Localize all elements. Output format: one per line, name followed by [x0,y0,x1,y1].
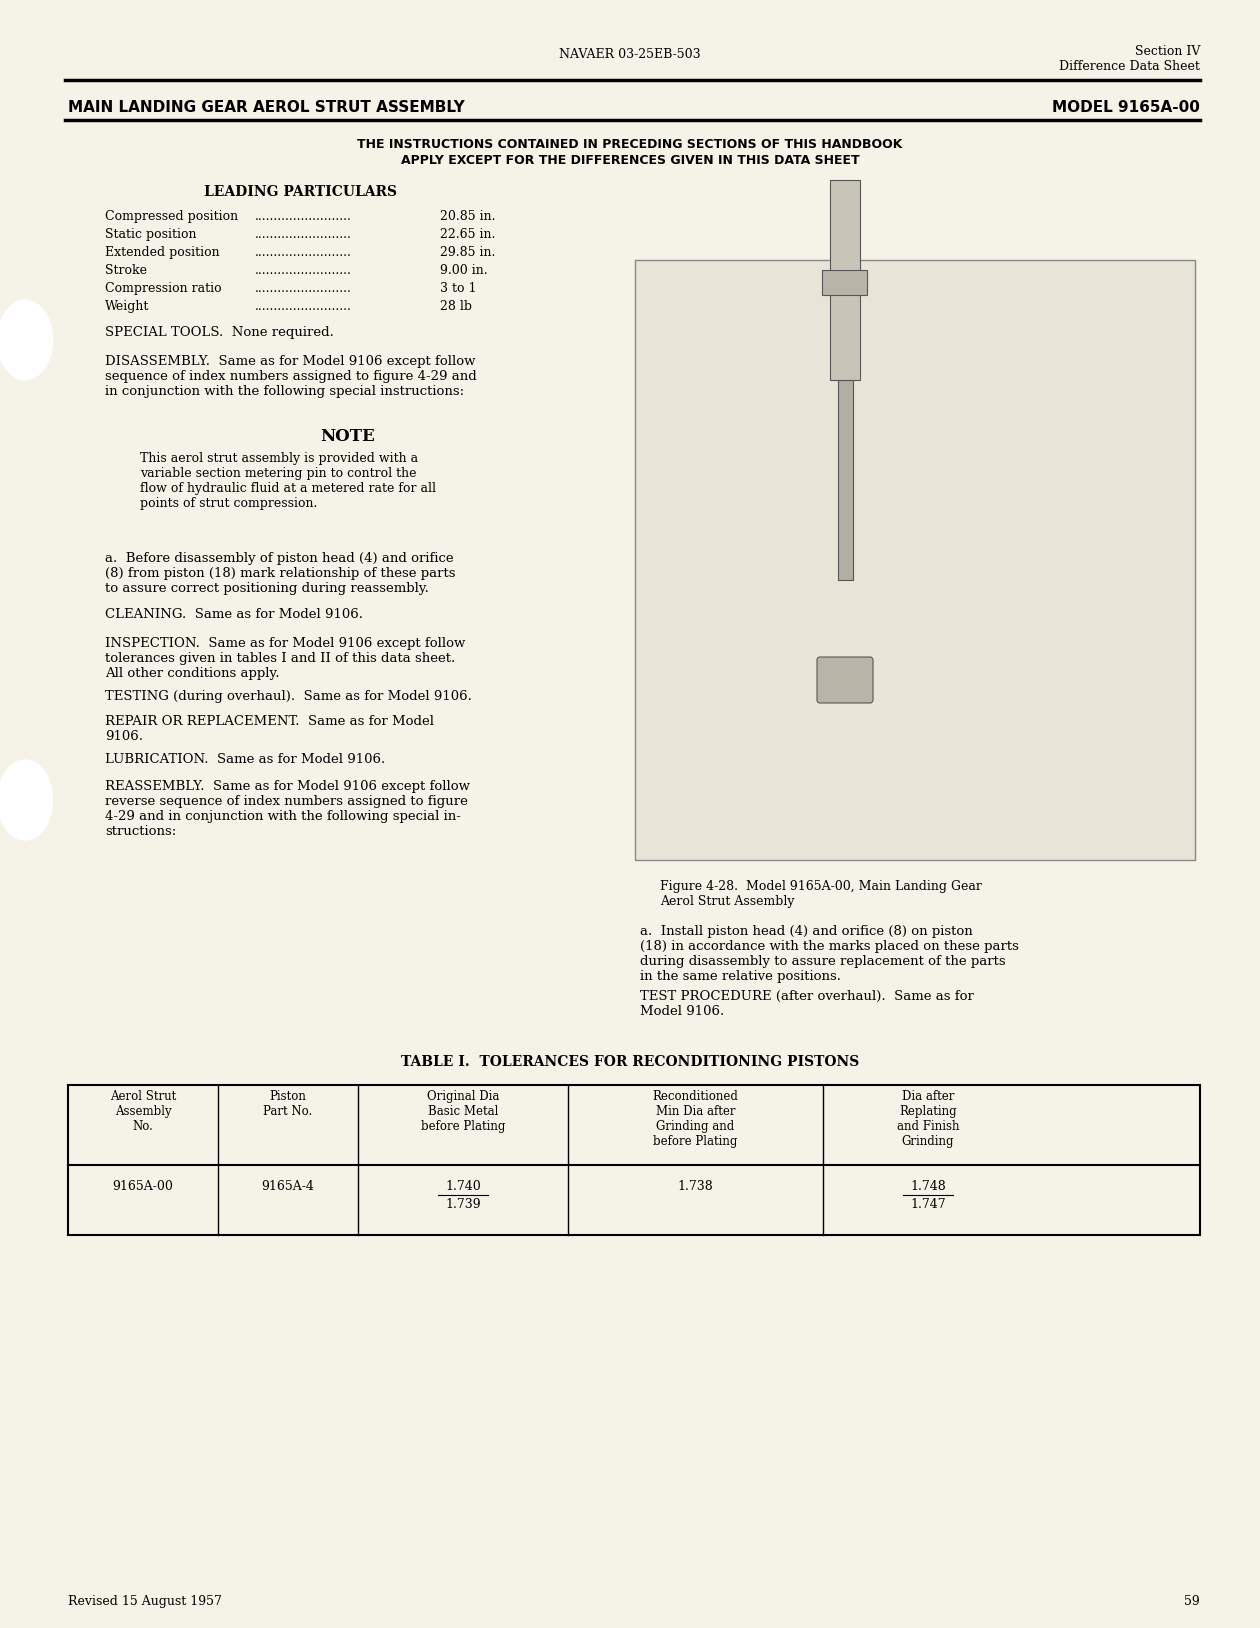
Text: 1.739: 1.739 [445,1198,481,1211]
Text: Dia after
Replating
and Finish
Grinding: Dia after Replating and Finish Grinding [897,1091,959,1148]
Text: REASSEMBLY.  Same as for Model 9106 except follow
reverse sequence of index numb: REASSEMBLY. Same as for Model 9106 excep… [105,780,470,838]
Text: Section IV: Section IV [1134,46,1200,59]
Text: Figure 4-28.  Model 9165A-00, Main Landing Gear: Figure 4-28. Model 9165A-00, Main Landin… [660,881,982,894]
Text: 20.85 in.: 20.85 in. [440,210,495,223]
Bar [635,260,1194,860]
Text: 29.85 in.: 29.85 in. [440,246,495,259]
Text: Aerol Strut
Assembly
No.: Aerol Strut Assembly No. [110,1091,176,1133]
Text: 22.65 in.: 22.65 in. [440,228,495,241]
Text: 1.748: 1.748 [910,1180,946,1193]
Text: TESTING (during overhaul).  Same as for Model 9106.: TESTING (during overhaul). Same as for M… [105,690,472,703]
Text: Piston
Part No.: Piston Part No. [263,1091,312,1118]
Text: 9.00 in.: 9.00 in. [440,264,488,277]
Text: .........................: ......................... [255,282,352,295]
Text: LEADING PARTICULARS: LEADING PARTICULARS [204,186,397,199]
Text: Difference Data Sheet: Difference Data Sheet [1060,60,1200,73]
Text: 28 lb: 28 lb [440,300,472,313]
Text: LUBRICATION.  Same as for Model 9106.: LUBRICATION. Same as for Model 9106. [105,754,386,767]
Text: .........................: ......................... [255,246,352,259]
Text: INSPECTION.  Same as for Model 9106 except follow
tolerances given in tables I a: INSPECTION. Same as for Model 9106 excep… [105,637,465,681]
Bar [822,270,867,295]
Text: Revised 15 August 1957: Revised 15 August 1957 [68,1595,222,1608]
Circle shape [0,444,60,514]
Text: Stroke: Stroke [105,264,147,277]
Text: a.  Before disassembly of piston head (4) and orifice
(8) from piston (18) mark : a. Before disassembly of piston head (4)… [105,552,456,594]
Text: Aerol Strut Assembly: Aerol Strut Assembly [660,895,795,908]
Text: This aerol strut assembly is provided with a
variable section metering pin to co: This aerol strut assembly is provided wi… [140,453,436,510]
Bar [830,181,861,379]
Text: MODEL 9165A-00: MODEL 9165A-00 [1052,99,1200,116]
Text: SPECIAL TOOLS.  None required.: SPECIAL TOOLS. None required. [105,326,334,339]
Text: MAIN LANDING GEAR AEROL STRUT ASSEMBLY: MAIN LANDING GEAR AEROL STRUT ASSEMBLY [68,99,465,116]
Text: Compressed position: Compressed position [105,210,238,223]
Ellipse shape [0,760,53,840]
Bar [105,415,590,545]
Text: .........................: ......................... [255,264,352,277]
Text: NAVAER 03-25EB-503: NAVAER 03-25EB-503 [559,47,701,60]
Text: 1.747: 1.747 [910,1198,946,1211]
Text: a.  Install piston head (4) and orifice (8) on piston
(18) in accordance with th: a. Install piston head (4) and orifice (… [640,925,1019,983]
Text: Reconditioned
Min Dia after
Grinding and
before Plating: Reconditioned Min Dia after Grinding and… [653,1091,738,1148]
Text: 1.740: 1.740 [445,1180,481,1193]
FancyBboxPatch shape [816,658,873,703]
Text: TABLE I.  TOLERANCES FOR RECONDITIONING PISTONS: TABLE I. TOLERANCES FOR RECONDITIONING P… [401,1055,859,1070]
Text: .........................: ......................... [255,228,352,241]
Text: .........................: ......................... [255,210,352,223]
Text: DISASSEMBLY.  Same as for Model 9106 except follow
sequence of index numbers ass: DISASSEMBLY. Same as for Model 9106 exce… [105,355,476,397]
Text: 59: 59 [1184,1595,1200,1608]
Text: CLEANING.  Same as for Model 9106.: CLEANING. Same as for Model 9106. [105,607,363,620]
Bar [838,379,853,580]
Text: 1.738: 1.738 [678,1180,713,1193]
Text: THE INSTRUCTIONS CONTAINED IN PRECEDING SECTIONS OF THIS HANDBOOK: THE INSTRUCTIONS CONTAINED IN PRECEDING … [358,138,902,151]
Text: .........................: ......................... [255,300,352,313]
Text: APPLY EXCEPT FOR THE DIFFERENCES GIVEN IN THIS DATA SHEET: APPLY EXCEPT FOR THE DIFFERENCES GIVEN I… [401,155,859,168]
Text: Extended position: Extended position [105,246,219,259]
Text: Static position: Static position [105,228,197,241]
Text: TEST PROCEDURE (after overhaul).  Same as for
Model 9106.: TEST PROCEDURE (after overhaul). Same as… [640,990,974,1018]
Text: NOTE: NOTE [320,428,375,444]
Text: 3 to 1: 3 to 1 [440,282,476,295]
Text: Weight: Weight [105,300,150,313]
Ellipse shape [0,300,53,379]
Text: 9165A-4: 9165A-4 [262,1180,315,1193]
Text: Original Dia
Basic Metal
before Plating: Original Dia Basic Metal before Plating [421,1091,505,1133]
Text: Compression ratio: Compression ratio [105,282,222,295]
Text: 9165A-00: 9165A-00 [112,1180,174,1193]
Text: REPAIR OR REPLACEMENT.  Same as for Model
9106.: REPAIR OR REPLACEMENT. Same as for Model… [105,715,433,742]
